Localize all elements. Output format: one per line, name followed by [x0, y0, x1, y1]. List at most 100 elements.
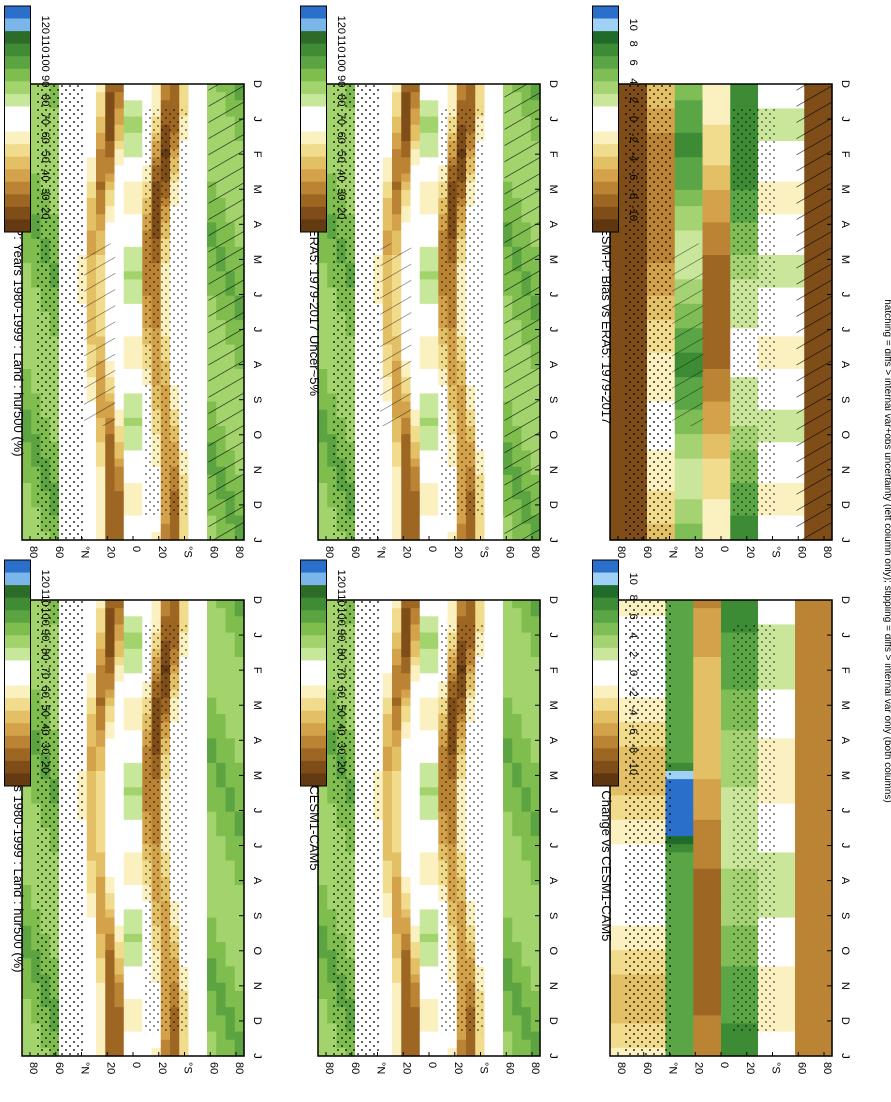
heatmap-cell [493, 762, 504, 772]
colorbar-frame [4, 559, 31, 787]
heatmap-cell [188, 263, 199, 272]
heatmap-cell [438, 600, 449, 609]
heatmap-cell [401, 466, 412, 476]
heatmap-cell [188, 608, 199, 617]
heatmap-cell [133, 222, 143, 232]
heatmap-cell [114, 409, 125, 419]
heatmap-cell [96, 852, 106, 862]
month-tick-label: J [251, 632, 263, 638]
heatmap-cell [410, 450, 421, 460]
heatmap-cell [123, 336, 134, 346]
colorbar-swatch [300, 181, 327, 195]
heatmap-cell [410, 165, 421, 175]
heatmap-cell [197, 222, 208, 232]
heatmap-cell [429, 352, 439, 362]
heatmap-cell [197, 982, 208, 992]
heatmap-cell [105, 608, 116, 617]
heatmap-cell [447, 84, 458, 93]
heatmap-cell [493, 246, 504, 256]
heatmap-cell [225, 836, 236, 845]
heatmap-cell [188, 697, 199, 707]
heatmap-cell [419, 632, 430, 642]
heatmap-cell [225, 1015, 236, 1025]
heatmap-cell [114, 608, 125, 617]
heatmap-cell [392, 507, 402, 517]
heatmap-cell [234, 974, 245, 984]
heatmap-cell [197, 608, 208, 617]
heatmap-cell [493, 173, 504, 183]
heatmap-cell [484, 369, 495, 378]
heatmap-cell [429, 507, 439, 517]
heatmap-cell [419, 132, 430, 142]
heatmap-cell [96, 632, 106, 642]
heatmap-cell [234, 657, 245, 666]
heatmap-cell [123, 450, 134, 460]
heatmap-cell [318, 795, 328, 805]
heatmap-cell [22, 1039, 32, 1049]
heatmap-cell [216, 1015, 227, 1025]
heatmap-cell [123, 958, 134, 968]
heatmap-cell [401, 754, 412, 764]
heatmap-cell [105, 523, 116, 533]
heatmap-cell [429, 100, 439, 110]
month-tick-label: N [547, 466, 559, 474]
heatmap-cell [401, 828, 412, 837]
heatmap-cell [151, 1047, 162, 1057]
heatmap-cell [86, 141, 97, 150]
heatmap-cell [114, 762, 125, 772]
heatmap-cell [105, 868, 116, 878]
heatmap-cell [401, 515, 412, 525]
heatmap-cell [207, 648, 217, 658]
heatmap-cell [105, 836, 116, 845]
heatmap-cell [392, 165, 402, 175]
heatmap-cell [123, 697, 134, 707]
heatmap-cell [419, 762, 430, 772]
heatmap-cell [123, 1047, 134, 1057]
heatmap-cell [216, 860, 227, 870]
heatmap-cell [410, 100, 421, 110]
heatmap-cell [133, 157, 143, 167]
heatmap-cell [392, 442, 402, 452]
heatmap-cell [382, 238, 393, 248]
heatmap-cell [197, 523, 208, 533]
colorbar-swatch [300, 156, 327, 170]
colorbar-label: 110 [39, 589, 51, 607]
heatmap-cell [133, 632, 143, 642]
heatmap-cell [216, 942, 227, 951]
colorbar-label: 120 [39, 570, 51, 588]
heatmap-cell [382, 222, 393, 232]
heatmap-cell [429, 417, 439, 427]
colorbar-label: 20 [335, 207, 347, 219]
heatmap-cell [318, 263, 328, 272]
heatmap-cell [401, 434, 412, 443]
heatmap-cell [429, 409, 439, 419]
heatmap-cell [188, 417, 199, 427]
heatmap-cell [22, 474, 32, 484]
heatmap-cell [484, 811, 495, 821]
colorbar-swatch [300, 106, 327, 120]
heatmap-cell [114, 385, 125, 395]
heatmap-cell [216, 722, 227, 731]
heatmap-cell [105, 108, 116, 118]
heatmap-cell [419, 507, 430, 517]
heatmap-cell [318, 303, 328, 313]
heatmap-cell [530, 608, 541, 617]
heatmap-cell [225, 648, 236, 658]
heatmap-cell [123, 657, 134, 666]
heatmap-cell [382, 836, 393, 845]
heatmap-cell [188, 287, 199, 297]
heatmap-cell [521, 640, 532, 650]
heatmap-cell [123, 868, 134, 878]
heatmap-cell [429, 206, 439, 215]
heatmap-cell [466, 92, 476, 101]
heatmap-cell [493, 648, 504, 658]
heatmap-cell [419, 738, 430, 748]
heatmap-cell [197, 640, 208, 650]
heatmap-cell [188, 657, 199, 666]
heatmap-cell [133, 409, 143, 419]
heatmap-cell [123, 608, 134, 617]
heatmap-cell [197, 730, 208, 740]
colorbar-swatch [4, 106, 31, 120]
heatmap-cell [188, 1047, 199, 1057]
heatmap-cell [419, 746, 430, 756]
